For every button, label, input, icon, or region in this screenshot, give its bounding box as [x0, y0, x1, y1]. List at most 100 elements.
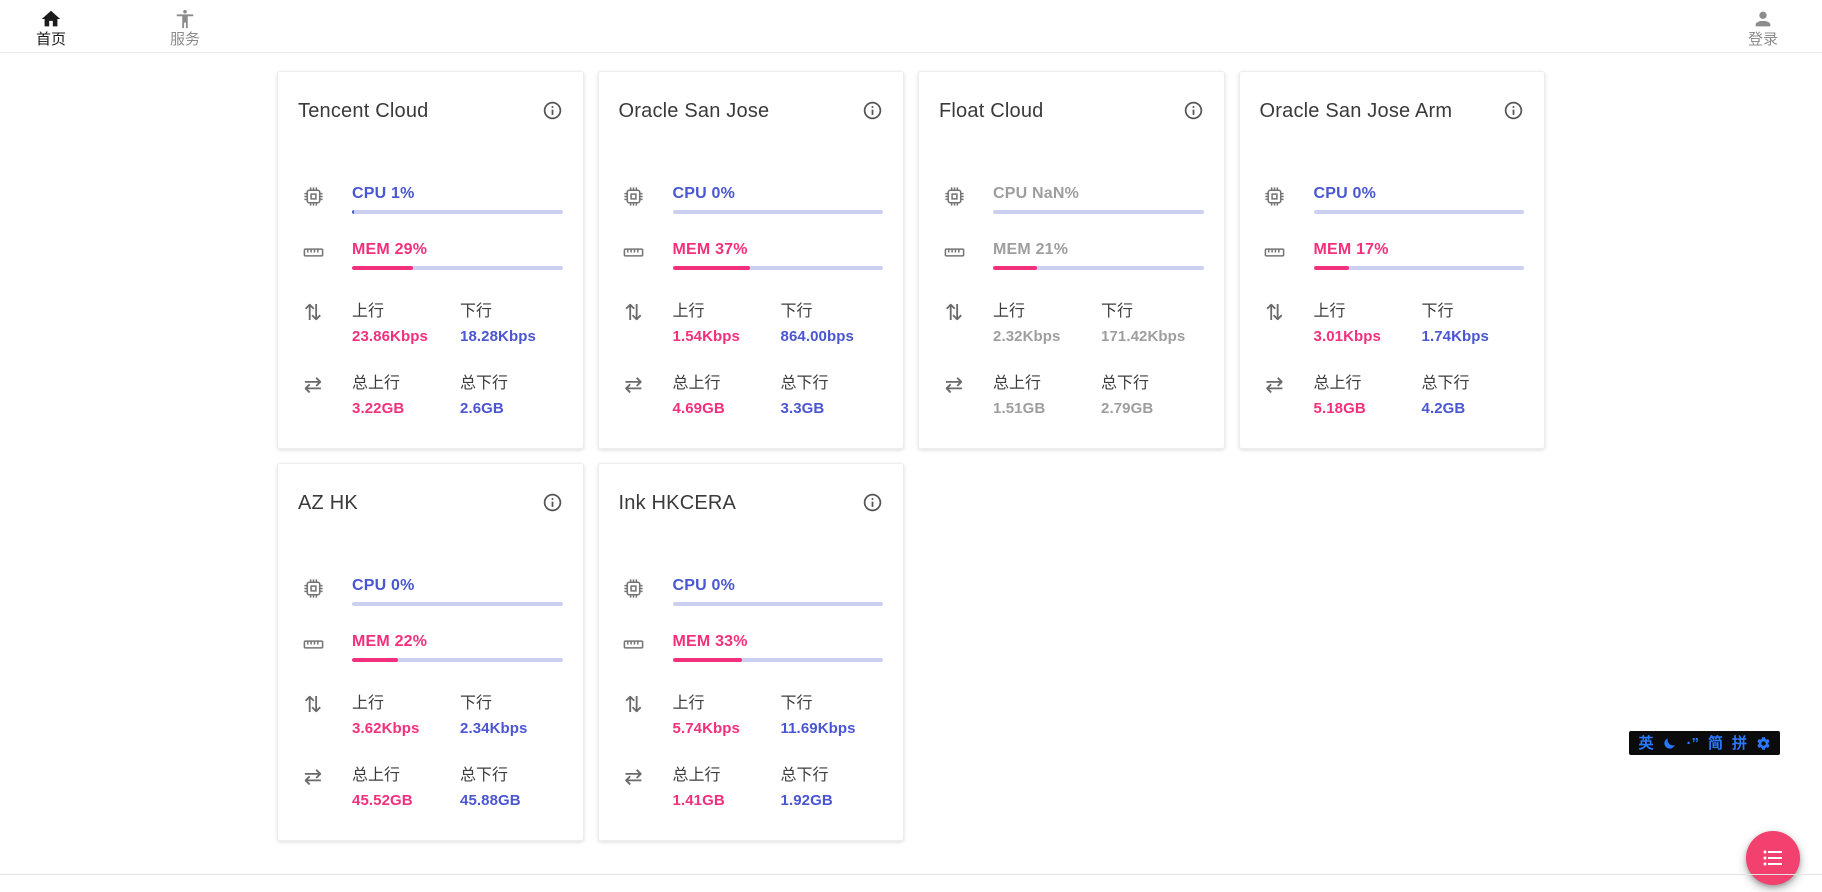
cpu-usage-label: CPU 1%: [352, 185, 415, 202]
left-right-arrows-icon: ⇄: [303, 765, 323, 790]
nav-item-login[interactable]: 登录: [1748, 5, 1778, 47]
ime-scheme[interactable]: 拼: [1731, 734, 1747, 752]
total-upload-value: 1.41GB: [672, 792, 725, 809]
traffic-total-row: ⇄ 总上行 45.52GB 总下行 45.88GB: [298, 761, 563, 810]
cpu-progress-bar: [1313, 210, 1524, 214]
ime-english-mode[interactable]: 英: [1638, 734, 1654, 752]
cpu-row: CPU 0%: [298, 577, 563, 606]
up-down-arrows-icon: ⇅: [303, 693, 323, 718]
mem-usage-label: MEM 29%: [352, 241, 428, 258]
info-icon[interactable]: [542, 100, 563, 121]
up-down-arrows-icon: ⇅: [624, 301, 643, 326]
left-right-arrows-icon: ⇄: [624, 373, 643, 398]
total-download-value: 2.79GB: [1101, 400, 1154, 417]
total-download-label: 总下行: [460, 375, 509, 392]
total-download-label: 总下行: [780, 767, 829, 784]
total-upload-label: 总上行: [993, 375, 1042, 392]
mem-progress-fill: [1313, 266, 1350, 270]
cpu-progress-fill: [352, 210, 355, 214]
memory-ruler-icon: [1260, 241, 1290, 270]
speed-row: ⇅ 上行 1.54Kbps 下行 864.00bps: [619, 297, 884, 346]
server-card: AZ HK CPU 0%: [277, 463, 584, 841]
server-list-fab-button[interactable]: [1746, 831, 1800, 885]
download-speed: 864.00bps: [780, 328, 854, 345]
server-card: Float Cloud CPU NaN%: [918, 71, 1225, 449]
cpu-progress-bar: [352, 602, 563, 606]
left-right-arrows-icon: ⇄: [303, 373, 323, 398]
total-download-value: 1.92GB: [780, 792, 833, 809]
mem-row: MEM 37%: [619, 241, 883, 270]
memory-ruler-icon: [298, 241, 328, 270]
total-upload-label: 总上行: [672, 767, 721, 784]
info-icon[interactable]: [862, 492, 883, 513]
upload-speed: 1.54Kbps: [672, 328, 740, 345]
upload-label: 上行: [672, 695, 705, 712]
ime-toolbar: 英 ·” 简 拼: [1629, 731, 1780, 755]
info-icon[interactable]: [542, 492, 563, 513]
total-upload-value: 4.69GB: [672, 400, 725, 417]
total-upload-value: 5.18GB: [1313, 400, 1366, 417]
download-speed: 11.69Kbps: [780, 720, 856, 737]
cpu-usage-label: CPU 0%: [352, 577, 415, 594]
cpu-progress-bar: [672, 210, 883, 214]
ime-charset-mode[interactable]: 简: [1707, 734, 1723, 752]
settings-gear-icon[interactable]: [1756, 736, 1771, 751]
moon-icon[interactable]: [1662, 736, 1677, 751]
memory-ruler-icon: [619, 633, 649, 662]
memory-ruler-icon: [298, 633, 328, 662]
download-speed: 2.34Kbps: [460, 720, 528, 737]
mem-progress-fill: [993, 266, 1038, 270]
footer-divider: [0, 874, 1822, 875]
speed-row: ⇅ 上行 2.32Kbps 下行 171.42Kbps: [939, 297, 1204, 346]
nav-item-services[interactable]: 服务: [170, 5, 200, 47]
upload-label: 上行: [352, 695, 385, 712]
person-standing-icon: [176, 9, 194, 29]
mem-usage-label: MEM 17%: [1313, 241, 1389, 258]
upload-label: 上行: [993, 303, 1026, 320]
top-navbar: 首页 服务 登录: [0, 0, 1822, 53]
server-name: Ink HKCERA: [618, 492, 737, 514]
upload-speed: 3.01Kbps: [1313, 328, 1381, 345]
mem-progress-bar: [352, 266, 563, 270]
mem-row: MEM 22%: [298, 633, 563, 662]
server-name: Oracle San Jose: [618, 100, 770, 122]
total-upload-value: 1.51GB: [993, 400, 1046, 417]
nav-home-label: 首页: [36, 31, 67, 48]
server-card: Tencent Cloud CPU 1%: [277, 71, 584, 449]
upload-label: 上行: [1313, 303, 1346, 320]
total-upload-label: 总上行: [352, 375, 401, 392]
left-right-arrows-icon: ⇄: [1265, 373, 1284, 398]
total-upload-label: 总上行: [672, 375, 721, 392]
cpu-usage-label: CPU 0%: [672, 185, 736, 202]
cpu-progress-bar: [352, 210, 563, 214]
cpu-chip-icon: [619, 185, 649, 214]
mem-progress-bar: [993, 266, 1204, 270]
mem-progress-fill: [672, 266, 751, 270]
cpu-usage-label: CPU 0%: [1313, 185, 1377, 202]
traffic-total-row: ⇄ 总上行 3.22GB 总下行 2.6GB: [298, 369, 563, 418]
cpu-chip-icon: [298, 185, 328, 214]
info-icon[interactable]: [1183, 100, 1204, 121]
download-speed: 171.42Kbps: [1101, 328, 1186, 345]
total-download-label: 总下行: [1421, 375, 1470, 392]
card-header: Oracle San Jose: [619, 100, 884, 123]
total-download-label: 总下行: [460, 767, 509, 784]
nav-services-label: 服务: [170, 31, 201, 48]
mem-row: MEM 33%: [619, 633, 883, 662]
card-header: Tencent Cloud: [298, 100, 563, 123]
nav-item-home[interactable]: 首页: [36, 5, 66, 47]
up-down-arrows-icon: ⇅: [944, 301, 964, 326]
server-card: Oracle San Jose CPU 0%: [597, 71, 904, 449]
mem-progress-fill: [352, 658, 399, 662]
info-icon[interactable]: [862, 100, 883, 121]
cpu-row: CPU 1%: [298, 185, 563, 214]
up-down-arrows-icon: ⇅: [1265, 301, 1284, 326]
total-download-value: 2.6GB: [460, 400, 504, 417]
total-upload-value: 45.52GB: [352, 792, 413, 809]
ime-punctuation-mode[interactable]: ·”: [1686, 734, 1699, 752]
mem-progress-bar: [1313, 266, 1524, 270]
traffic-total-row: ⇄ 总上行 5.18GB 总下行 4.2GB: [1260, 369, 1525, 418]
info-icon[interactable]: [1503, 100, 1524, 121]
user-icon: [1755, 11, 1771, 27]
nav-login-label: 登录: [1747, 31, 1778, 48]
